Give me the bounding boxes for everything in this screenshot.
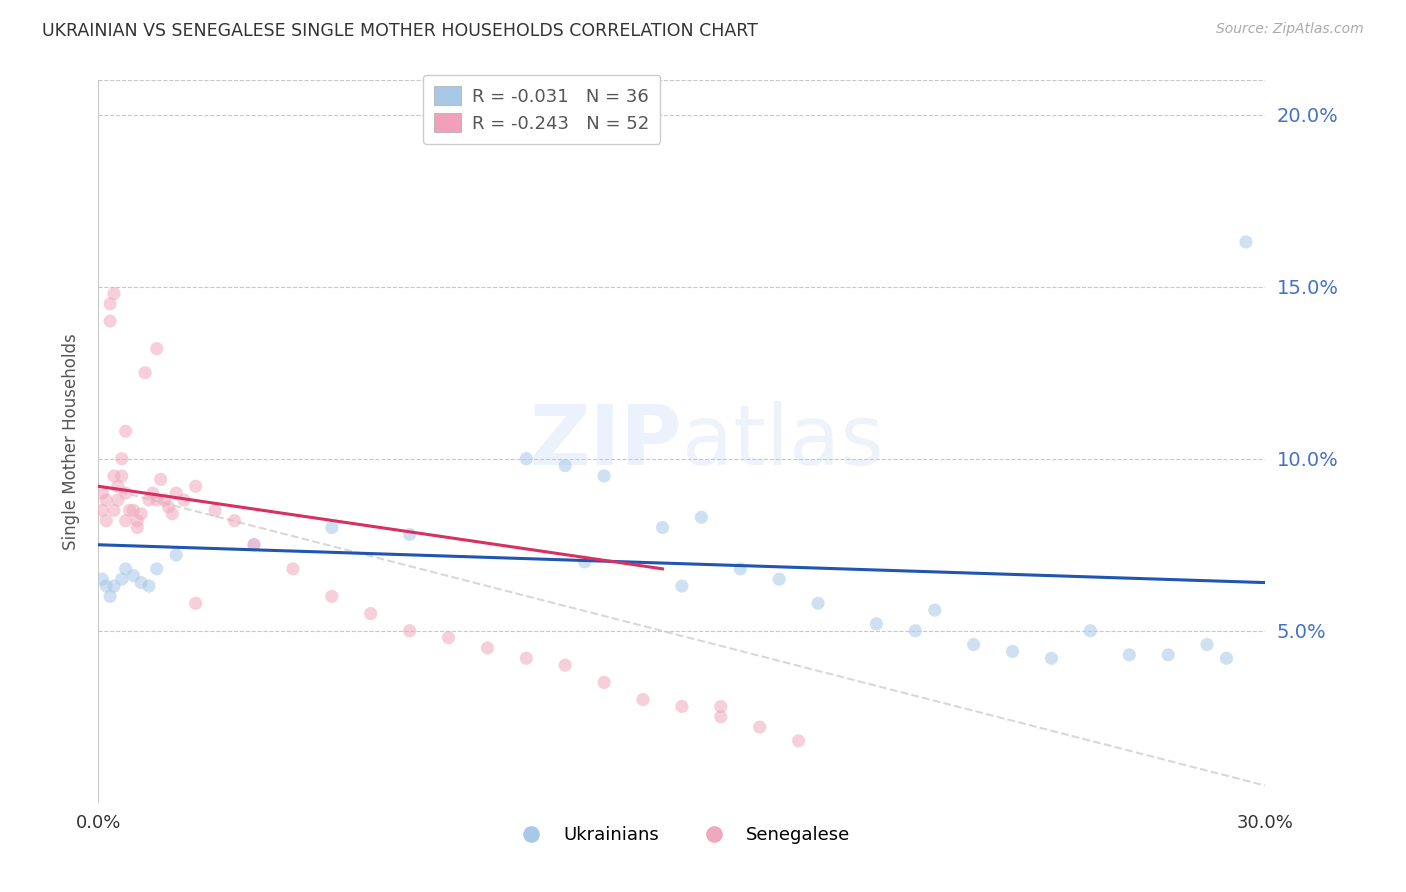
Point <box>103 579 125 593</box>
Point <box>173 493 195 508</box>
Point <box>1040 651 1063 665</box>
Point <box>204 503 226 517</box>
Point <box>515 651 537 665</box>
Point <box>768 572 790 586</box>
Point <box>142 486 165 500</box>
Point <box>710 699 733 714</box>
Point <box>1234 235 1257 249</box>
Point <box>184 596 207 610</box>
Point <box>96 493 118 508</box>
Point <box>149 472 172 486</box>
Point <box>224 514 246 528</box>
Point <box>111 469 134 483</box>
Point <box>554 458 576 473</box>
Point <box>360 607 382 621</box>
Point <box>904 624 927 638</box>
Point <box>98 590 121 604</box>
Point <box>114 424 136 438</box>
Text: atlas: atlas <box>682 401 883 482</box>
Text: Source: ZipAtlas.com: Source: ZipAtlas.com <box>1216 22 1364 37</box>
Point <box>165 486 187 500</box>
Point <box>710 710 733 724</box>
Text: ZIP: ZIP <box>530 401 682 482</box>
Point <box>1118 648 1140 662</box>
Point <box>690 510 713 524</box>
Point <box>1001 644 1024 658</box>
Point <box>165 548 187 562</box>
Point <box>96 514 118 528</box>
Point <box>91 503 114 517</box>
Point <box>554 658 576 673</box>
Point <box>1195 638 1218 652</box>
Legend: Ukrainians, Senegalese: Ukrainians, Senegalese <box>506 819 858 852</box>
Point <box>243 538 266 552</box>
Point <box>103 469 125 483</box>
Point <box>157 500 180 514</box>
Point <box>134 366 156 380</box>
Point <box>146 562 169 576</box>
Point <box>122 503 145 517</box>
Point <box>153 493 176 508</box>
Point <box>98 314 121 328</box>
Point <box>243 538 266 552</box>
Point <box>437 631 460 645</box>
Point <box>865 616 887 631</box>
Point <box>184 479 207 493</box>
Point <box>651 520 673 534</box>
Point <box>398 527 420 541</box>
Point <box>730 562 752 576</box>
Point <box>807 596 830 610</box>
Point <box>129 575 152 590</box>
Point <box>924 603 946 617</box>
Point <box>593 675 616 690</box>
Text: UKRAINIAN VS SENEGALESE SINGLE MOTHER HOUSEHOLDS CORRELATION CHART: UKRAINIAN VS SENEGALESE SINGLE MOTHER HO… <box>42 22 758 40</box>
Point <box>631 692 654 706</box>
Point <box>671 579 693 593</box>
Point <box>114 514 136 528</box>
Point <box>962 638 984 652</box>
Point <box>1215 651 1237 665</box>
Point <box>748 720 770 734</box>
Point <box>477 640 499 655</box>
Point <box>129 507 152 521</box>
Point <box>138 579 160 593</box>
Point <box>107 493 129 508</box>
Point <box>114 562 136 576</box>
Point <box>162 507 184 521</box>
Point <box>671 699 693 714</box>
Point <box>1157 648 1180 662</box>
Point <box>127 514 149 528</box>
Point <box>103 286 125 301</box>
Point <box>146 493 169 508</box>
Point <box>1080 624 1102 638</box>
Point <box>114 486 136 500</box>
Point <box>321 520 343 534</box>
Point <box>111 572 134 586</box>
Point <box>398 624 420 638</box>
Point <box>107 479 129 493</box>
Point <box>281 562 304 576</box>
Point <box>146 342 169 356</box>
Y-axis label: Single Mother Households: Single Mother Households <box>62 334 80 549</box>
Point <box>91 486 114 500</box>
Point <box>96 579 118 593</box>
Point <box>91 572 114 586</box>
Point <box>787 734 810 748</box>
Point <box>593 469 616 483</box>
Point <box>118 503 141 517</box>
Point <box>321 590 343 604</box>
Point <box>574 555 596 569</box>
Point <box>98 297 121 311</box>
Point <box>111 451 134 466</box>
Point <box>122 568 145 582</box>
Point <box>138 493 160 508</box>
Point <box>515 451 537 466</box>
Point <box>127 520 149 534</box>
Point <box>103 503 125 517</box>
